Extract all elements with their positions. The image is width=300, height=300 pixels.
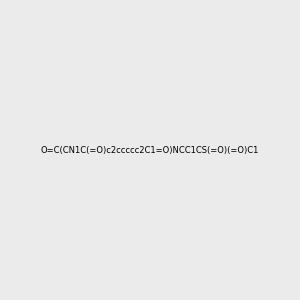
Text: O=C(CN1C(=O)c2ccccc2C1=O)NCC1CS(=O)(=O)C1: O=C(CN1C(=O)c2ccccc2C1=O)NCC1CS(=O)(=O)C…	[41, 146, 259, 154]
